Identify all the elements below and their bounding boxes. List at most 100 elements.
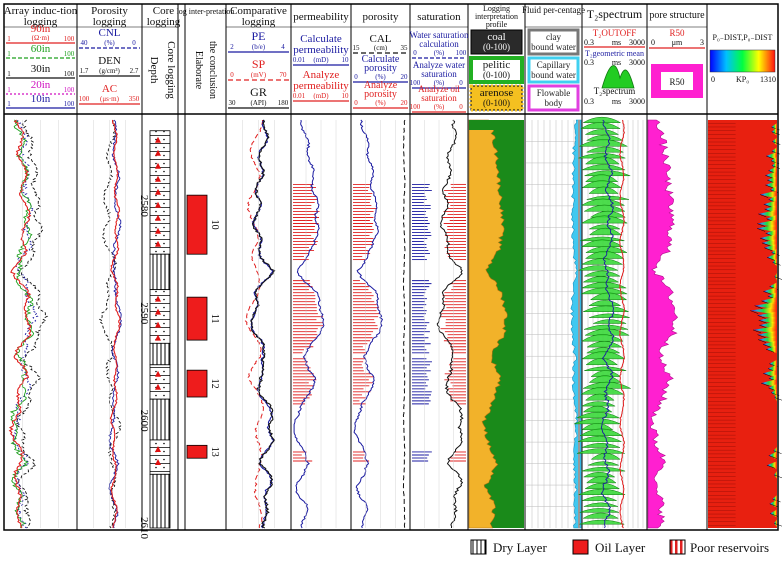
t2-spectrum-peak	[586, 341, 623, 348]
body-porosity2-curves	[353, 119, 406, 529]
profile-swatch	[469, 56, 524, 84]
scale-min: 0	[354, 99, 358, 107]
legend-swatch-poor	[669, 539, 686, 555]
pdist-band	[761, 379, 777, 388]
core-interval	[149, 253, 171, 291]
pore-r50-fill	[647, 119, 679, 529]
depth-tick: 2600	[138, 410, 150, 433]
body-saturation-oil	[440, 183, 466, 462]
curve-name: Water saturation	[409, 30, 469, 40]
oil-layer-block	[186, 194, 208, 255]
core-interval	[149, 439, 171, 475]
t2-spectrum-peak	[589, 313, 630, 318]
curve-name: DEN	[98, 55, 121, 67]
pdist-edge	[757, 228, 766, 232]
interp-subtitle-1: Elaborate	[193, 51, 204, 90]
pdist-band	[768, 451, 777, 460]
t2-spectrum-peak	[584, 129, 620, 135]
profile-swatch	[470, 85, 523, 111]
scale-max: 350	[129, 95, 140, 103]
oil-marker	[155, 308, 161, 315]
pdist-edge	[771, 126, 780, 131]
pdist-edge	[774, 397, 782, 401]
oil-marker	[155, 458, 161, 465]
scale-max: 3000	[629, 38, 645, 47]
t2-spectrum-peak	[576, 411, 620, 419]
scale-max: 35	[401, 44, 409, 52]
t2-spectrum-peak	[588, 300, 622, 306]
pdist-band	[758, 209, 777, 218]
scale-max: 3000	[629, 58, 645, 67]
scale-min: 1.7	[80, 67, 89, 75]
curve-name: Analyze	[364, 80, 398, 91]
curve-unit: (%)	[434, 103, 445, 111]
track-title: Core	[153, 5, 175, 17]
pdist-edge	[765, 184, 774, 189]
t2-spectrum-peak	[584, 328, 631, 336]
oil-marker	[155, 214, 161, 221]
oil-marker	[155, 383, 161, 390]
curve-unit: (mV)	[251, 71, 267, 79]
curve-unit: (%)	[434, 79, 445, 87]
pdist-edge	[761, 242, 770, 247]
t2-spectrum-peak	[593, 319, 627, 324]
pdist-edge	[763, 291, 772, 295]
t2-spectrum-peak	[580, 198, 626, 206]
track-title: T₂spectrum	[587, 7, 643, 21]
legend: Dry Layer Oil Layer Poor reservoirs	[470, 539, 769, 555]
t2-spectrum-peak	[579, 519, 625, 525]
fluid-swatch	[527, 56, 580, 84]
t2-spectrum-peak	[580, 122, 621, 129]
scale-min: 30	[229, 99, 237, 107]
t2-spectrum-peak	[581, 443, 621, 448]
pdist-edge	[772, 262, 781, 266]
curve-name-2: saturation	[421, 93, 457, 103]
oil-layer-block	[186, 369, 208, 398]
track-title: porosity	[362, 11, 399, 23]
track-bodies: 2580 2590 2600 2610 10 11 12 13	[8, 116, 782, 540]
pdist-band	[758, 335, 777, 344]
t2-spectrum-peak	[578, 265, 619, 271]
curve-cal	[402, 119, 406, 529]
scale-min: 100	[79, 95, 90, 103]
pdist-edge	[763, 204, 772, 208]
curve-name-2: permeability	[293, 80, 349, 92]
curve-unit: μm	[672, 38, 683, 47]
pdist-band	[772, 258, 777, 267]
scale-max: 0	[459, 103, 463, 111]
scale-label: KP₀	[736, 75, 749, 84]
t2-spectrum-peak	[584, 366, 627, 371]
t2-spectrum-peak	[580, 258, 624, 265]
curve-calc-perm	[293, 119, 325, 529]
pdist-edge	[767, 257, 776, 261]
curve-unit: (API)	[251, 99, 268, 107]
fluid-name: Capillary	[537, 60, 571, 70]
t2-spectrum-peak	[581, 466, 626, 472]
layer-number: 13	[209, 447, 220, 457]
body-saturation-water	[412, 183, 432, 462]
curve-name: CAL	[370, 33, 392, 45]
scale-max: 100	[64, 100, 75, 108]
t2-spectrum-peak	[585, 476, 617, 484]
pdist-band	[774, 470, 777, 479]
scale-max: 10	[342, 92, 350, 100]
scale-max: 0	[132, 39, 136, 47]
t2-spectrum-icon	[601, 65, 635, 89]
t2-spectrum-peak	[578, 488, 626, 495]
fluid-swatch	[527, 84, 580, 112]
oil-marker	[155, 321, 161, 328]
t2-spectrum-peak	[583, 502, 619, 507]
track-title-2: logging	[93, 16, 127, 28]
pdist-band	[765, 181, 777, 189]
profile-swatch-dots	[469, 84, 524, 112]
scale-max: 100	[64, 50, 75, 58]
pdist-band	[774, 519, 777, 528]
curve-name: 20in	[31, 79, 51, 91]
curve-name: GR	[250, 85, 267, 99]
pdist-edge	[763, 373, 772, 377]
